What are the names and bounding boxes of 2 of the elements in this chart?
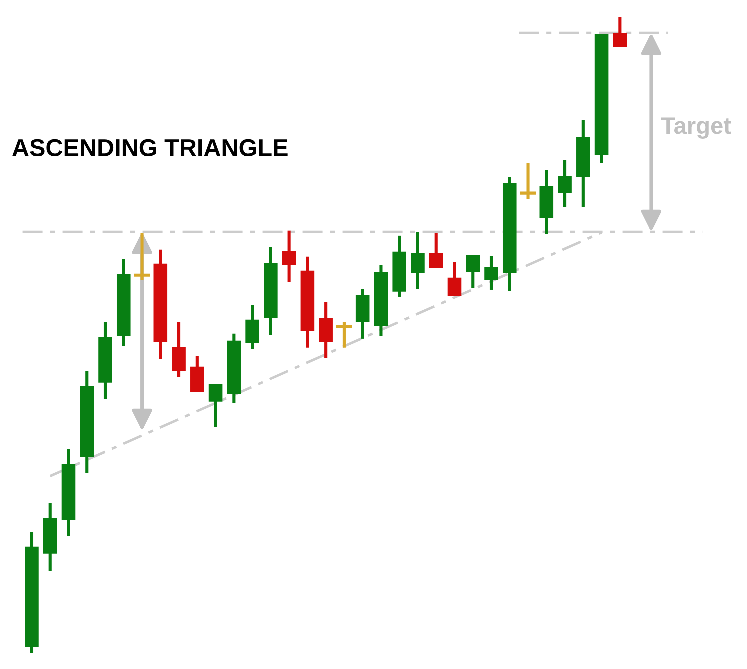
text: Target (661, 118, 732, 140)
text: ASCENDING TRIANGLE (12, 139, 288, 157)
